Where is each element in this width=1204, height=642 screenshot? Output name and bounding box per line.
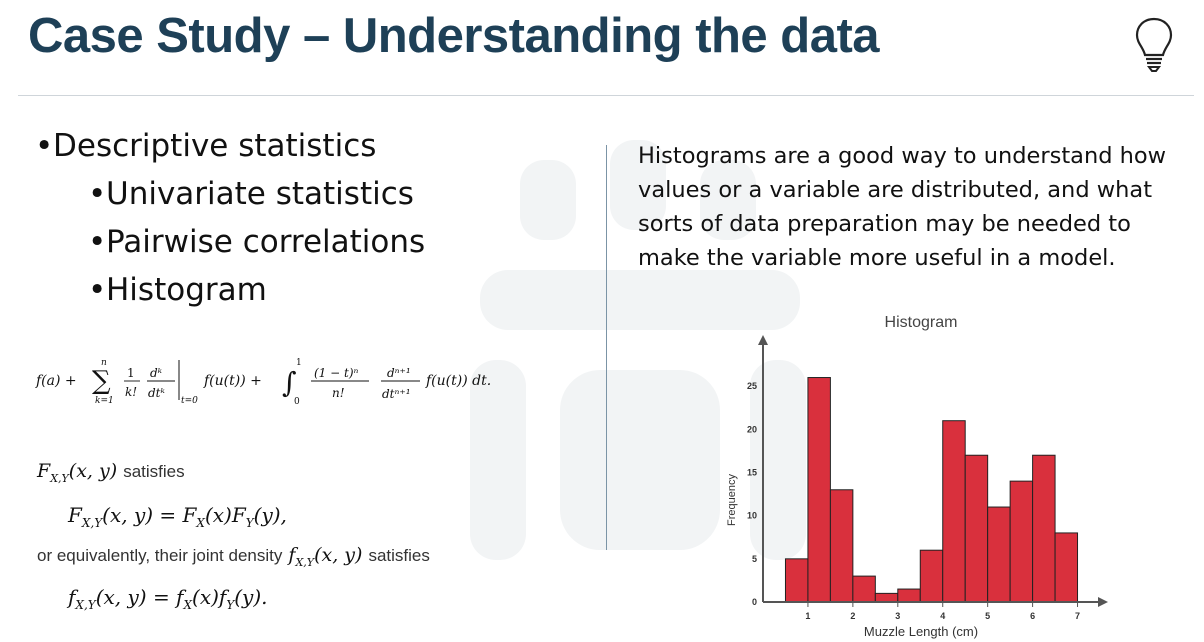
svg-text:0: 0 (294, 397, 300, 407)
title-divider (18, 95, 1194, 96)
description-line: make the variable more useful in a model… (638, 245, 1116, 271)
y-tick-label: 10 (747, 511, 757, 521)
y-axis-arrow (758, 335, 768, 345)
x-tick-label: 6 (1030, 611, 1035, 621)
histogram-chart: Histogram Frequency Muzzle Length (cm) 1… (726, 314, 1108, 639)
slide-title: Case Study – Understanding the data (28, 9, 880, 63)
svg-text:n: n (101, 358, 107, 368)
background-watermark (470, 140, 806, 560)
column-divider (606, 145, 607, 550)
histogram-bar (897, 588, 921, 603)
histogram-bar (874, 592, 899, 603)
histogram-bar (1054, 532, 1079, 603)
svg-text:(1 − t)ⁿ: (1 − t)ⁿ (314, 366, 359, 380)
histogram-bar (964, 454, 989, 603)
svg-text:1: 1 (127, 366, 135, 380)
formula-line-1: FX,Y(x, y) satisfies (37, 460, 185, 485)
y-tick-label: 20 (747, 424, 757, 434)
histogram-bar (852, 575, 876, 603)
lightbulb-icon (1135, 17, 1173, 72)
description-line: Histograms are a good way to understand … (638, 143, 1167, 169)
x-tick-label: 4 (940, 611, 945, 621)
histogram-bar (1009, 480, 1034, 603)
y-tick-label: 0 (752, 597, 757, 607)
bullet-histogram: •Histogram (88, 272, 267, 308)
histogram-bar (919, 549, 944, 603)
x-tick-label: 2 (850, 611, 855, 621)
histogram-bar (1032, 454, 1056, 603)
svg-text:∫: ∫ (282, 366, 297, 399)
formula-line-2: FX,Y(x, y) = FX(x)FY(y), (68, 503, 287, 530)
x-axis-label: Muzzle Length (cm) (864, 624, 978, 639)
description-line: sorts of data preparation may be needed … (638, 211, 1131, 237)
description-line: values or a variable are distributed, an… (638, 177, 1153, 203)
svg-text:f(u(t)) dt.: f(u(t)) dt. (425, 373, 491, 389)
histogram-bar (784, 558, 809, 603)
svg-text:n!: n! (332, 386, 345, 400)
x-tick-label: 3 (895, 611, 900, 621)
x-tick-label: 1 (805, 611, 810, 621)
histogram-bar (807, 377, 831, 603)
x-tick-label: 5 (985, 611, 990, 621)
svg-text:k=1: k=1 (95, 396, 114, 406)
bullet-pairwise-correlations: •Pairwise correlations (88, 224, 426, 260)
x-axis-arrow (1098, 597, 1108, 607)
histogram-bar (987, 506, 1011, 603)
x-tick-label: 7 (1075, 611, 1080, 621)
histogram-description: Histograms are a good way to understand … (638, 139, 1193, 275)
bullet-univariate-statistics: •Univariate statistics (88, 176, 414, 212)
taylor-formula: f(a) + ∑ n k=1 1 k! dᵏ dtᵏ t=0 f(u(t)) +… (35, 358, 491, 407)
svg-text:1: 1 (296, 358, 302, 368)
svg-text:f(a) +: f(a) + (35, 373, 77, 389)
formula-line-4: fX,Y(x, y) = fX(x)fY(y). (68, 585, 268, 612)
y-tick-label: 5 (752, 554, 757, 564)
y-tick-label: 15 (747, 468, 757, 478)
formula-line-3: or equivalently, their joint density fX,… (37, 544, 430, 569)
bullet-descriptive-statistics: •Descriptive statistics (35, 128, 377, 164)
svg-text:dtᵏ: dtᵏ (148, 386, 166, 400)
svg-text:dⁿ⁺¹: dⁿ⁺¹ (387, 366, 411, 380)
y-tick-label: 25 (747, 381, 757, 391)
svg-text:∑: ∑ (92, 366, 111, 396)
histogram-bar (829, 489, 854, 603)
y-axis-label: Frequency (726, 474, 738, 526)
svg-text:dtⁿ⁺¹: dtⁿ⁺¹ (382, 387, 411, 401)
svg-text:f(u(t)) +: f(u(t)) + (203, 373, 262, 389)
svg-text:dᵏ: dᵏ (150, 366, 163, 380)
chart-title: Histogram (885, 314, 958, 331)
histogram-bar (942, 420, 966, 603)
svg-text:t=0: t=0 (181, 396, 198, 406)
svg-text:k!: k! (125, 385, 137, 399)
